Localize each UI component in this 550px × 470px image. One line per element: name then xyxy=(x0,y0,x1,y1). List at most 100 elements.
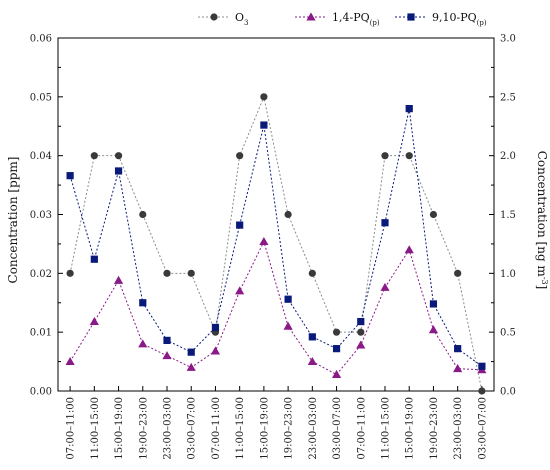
data-point xyxy=(478,387,486,395)
data-point xyxy=(381,219,389,227)
data-point xyxy=(284,210,292,219)
data-point xyxy=(139,210,147,219)
x-tick-label: 23:00–03:00 xyxy=(308,397,319,460)
legend-label-sub: (p) xyxy=(477,19,487,27)
data-point xyxy=(211,323,220,332)
x-tick-label: 07:00–11:00 xyxy=(211,397,222,460)
y2-axis-title-end: ] xyxy=(535,285,549,290)
data-point xyxy=(138,339,148,348)
data-point xyxy=(163,269,171,277)
data-point xyxy=(381,152,389,160)
data-point xyxy=(89,316,99,326)
data-point xyxy=(235,286,245,295)
x-tick-label: 15:00–19:00 xyxy=(114,397,125,460)
legend-label-main: 1,4-PQ xyxy=(332,11,370,24)
data-point xyxy=(428,325,439,334)
y2-axis-title-main: Concentration [ng m xyxy=(535,151,549,278)
data-point xyxy=(90,255,98,263)
data-point xyxy=(332,328,341,336)
data-point xyxy=(236,221,244,229)
data-point xyxy=(90,152,98,160)
data-point xyxy=(236,152,244,160)
data-point xyxy=(308,269,316,277)
data-point xyxy=(332,345,341,353)
y2-tick-label: 0.0 xyxy=(500,387,516,398)
data-point xyxy=(453,364,463,373)
legend-label-sub: 3 xyxy=(244,19,248,27)
legend-label: 1,4-PQ(p) xyxy=(332,11,380,27)
data-point xyxy=(405,105,413,113)
legend-item-1: O3 xyxy=(198,11,249,27)
y2-tick-label: 2.5 xyxy=(500,92,516,103)
data-point xyxy=(405,152,413,160)
data-point xyxy=(307,356,317,366)
y-tick-label: 0.01 xyxy=(30,328,52,339)
axis-ticks: 0.00 0.01 0.02 0.03 0.04 0.05 0.06 0.0 0.5 1.0 1.5… xyxy=(30,34,516,460)
data-point xyxy=(66,269,74,277)
legend: O3 1,4-PQ(p) 9,10-PQ(p) xyxy=(198,11,487,27)
x-tick-label: 03:00–07:00 xyxy=(332,397,343,460)
data-point xyxy=(356,340,366,349)
y2-axis-title: Concentration [ng m-3] xyxy=(535,151,550,290)
x-tick-label: 03:00–07:00 xyxy=(187,397,198,460)
x-tick-label: 03:00–07:00 xyxy=(477,397,488,460)
legend-item-2: 1,4-PQ(p) xyxy=(295,11,380,27)
series-line xyxy=(69,108,483,367)
series-line xyxy=(69,240,482,376)
data-point xyxy=(187,348,195,356)
legend-marker xyxy=(407,13,415,21)
data-point xyxy=(357,328,365,336)
series-3 xyxy=(66,105,486,370)
y-axis-title: Concentration [ppm] xyxy=(6,157,20,284)
legend-marker xyxy=(306,12,316,21)
series-line xyxy=(69,95,483,392)
x-tick-label: 11:00–15:00 xyxy=(381,397,392,460)
x-tick-label: 15:00–19:00 xyxy=(259,397,270,460)
data-point xyxy=(186,362,196,371)
data-point xyxy=(284,295,292,303)
x-tick-label: 07:00–11:00 xyxy=(66,397,77,460)
data-point xyxy=(478,362,486,370)
data-point xyxy=(283,321,293,330)
data-point xyxy=(66,172,74,180)
x-tick-label: 19:00–23:00 xyxy=(284,397,295,460)
y2-tick-label: 1.5 xyxy=(500,210,516,221)
data-point xyxy=(404,245,414,254)
legend-marker xyxy=(210,13,218,21)
data-point xyxy=(331,369,342,378)
data-point xyxy=(429,300,438,308)
series-1 xyxy=(66,93,486,395)
data-point xyxy=(260,121,268,129)
data-point xyxy=(308,333,316,341)
data-point xyxy=(163,336,171,345)
data-point xyxy=(162,351,172,360)
x-tick-label: 15:00–19:00 xyxy=(405,397,416,460)
data-point xyxy=(260,93,268,101)
legend-label-main: 9,10-PQ xyxy=(432,11,477,24)
y-tick-label: 0.06 xyxy=(30,34,52,45)
data-point xyxy=(139,299,147,307)
data-point xyxy=(380,282,390,291)
x-tick-label: 11:00–15:00 xyxy=(90,397,101,460)
data-point xyxy=(259,236,269,246)
x-tick-label: 19:00–23:00 xyxy=(429,397,440,460)
x-tick-label: 23:00–03:00 xyxy=(163,397,174,460)
y-tick-label: 0.00 xyxy=(30,387,52,398)
y2-tick-label: 2.0 xyxy=(500,151,516,162)
data-point xyxy=(454,269,462,277)
data-point xyxy=(454,345,462,353)
y2-tick-label: 1.0 xyxy=(500,269,516,280)
y2-axis-title-sup: -3 xyxy=(541,277,550,285)
y-tick-label: 0.05 xyxy=(30,92,52,103)
x-tick-label: 19:00–23:00 xyxy=(138,397,149,460)
y2-tick-label: 0.5 xyxy=(500,328,516,339)
legend-label-sub: (p) xyxy=(370,19,380,27)
x-tick-label: 11:00–15:00 xyxy=(235,397,246,460)
legend-label: O3 xyxy=(235,11,249,27)
legend-label-main: O xyxy=(235,11,244,24)
data-point xyxy=(113,275,124,284)
series-2 xyxy=(65,236,487,378)
y-tick-label: 0.03 xyxy=(30,210,52,221)
data-point xyxy=(357,317,365,326)
